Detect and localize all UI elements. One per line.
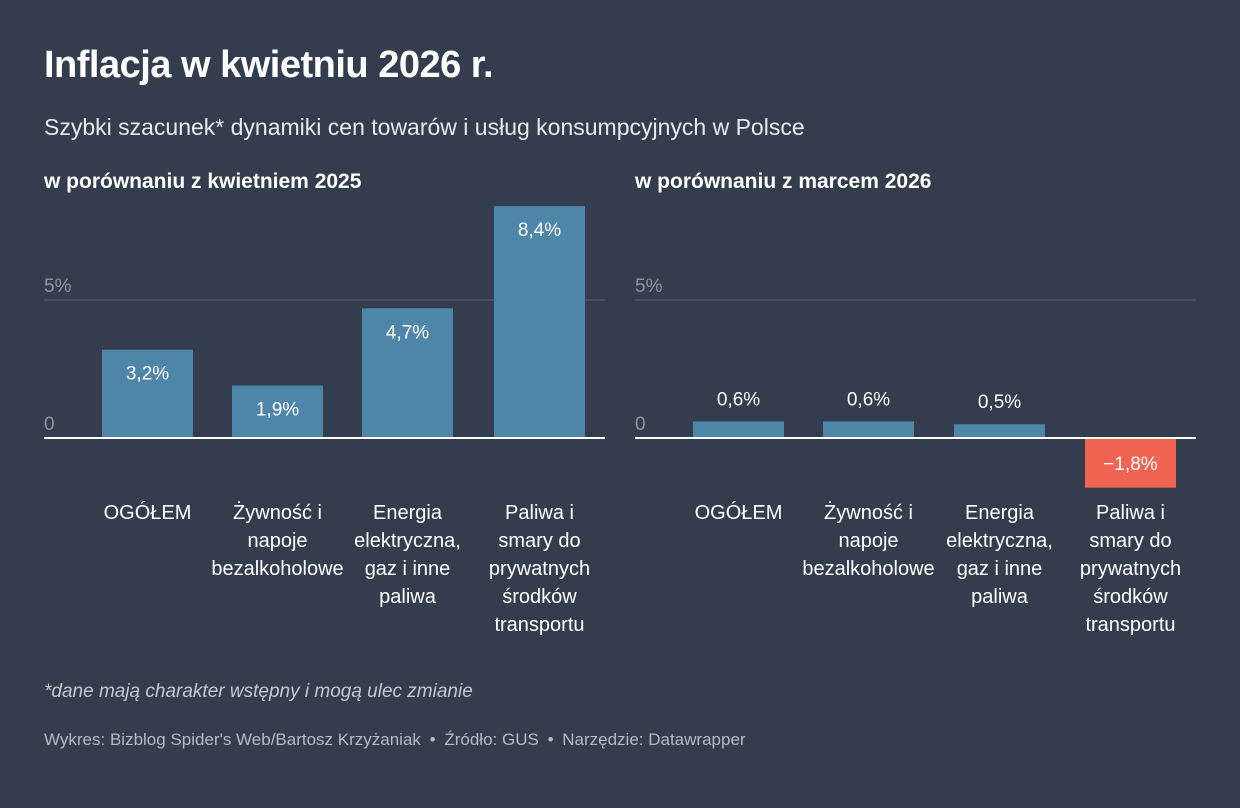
footnote: *dane mają charakter wstępny i mogą ulec… [44, 681, 473, 702]
category-label: smary do [1089, 530, 1171, 552]
category-label: paliwa [971, 586, 1029, 608]
data-label: 1,9% [256, 400, 299, 421]
category-label: elektryczna, [354, 530, 461, 552]
bar [954, 424, 1045, 438]
credit-source: Źródło: GUS [444, 730, 539, 749]
bar [1085, 438, 1176, 488]
category-label: napoje [838, 530, 898, 552]
category-label: paliwa [379, 586, 437, 608]
category-label: środków [1093, 586, 1168, 608]
credit-separator: • [429, 730, 436, 749]
category-label: bezalkoholowe [802, 558, 934, 580]
category-label: prywatnych [1080, 558, 1181, 580]
category-label: smary do [498, 530, 580, 552]
category-label: Energia [965, 502, 1035, 524]
category-label: OGÓŁEM [104, 501, 192, 524]
data-label: 3,2% [126, 364, 169, 385]
data-label: 0,5% [978, 392, 1021, 413]
category-label: napoje [247, 530, 307, 552]
bar [693, 421, 784, 438]
category-label: Paliwa i [1096, 502, 1165, 524]
y-tick-label: 0 [635, 414, 646, 435]
bar [102, 349, 193, 438]
panel-title-yoy: w porównaniu z kwietniem 2025 [44, 170, 362, 193]
data-label: 8,4% [518, 220, 561, 241]
category-label: gaz i inne [365, 558, 451, 580]
panel-title-mom: w porównaniu z marcem 2026 [635, 170, 932, 193]
category-label: Żywność i [233, 501, 322, 524]
data-label: 0,6% [717, 389, 760, 410]
category-label: Żywność i [824, 501, 913, 524]
category-label: transportu [1085, 614, 1175, 636]
bar [362, 308, 453, 438]
data-label: 4,7% [386, 322, 429, 343]
y-tick-label: 5% [44, 276, 72, 297]
bar [232, 385, 323, 438]
category-label: transportu [494, 614, 584, 636]
chart-subtitle: Szybki szacunek* dynamiki cen towarów i … [44, 114, 805, 140]
category-label: elektryczna, [946, 530, 1053, 552]
bar [494, 206, 585, 438]
category-label: OGÓŁEM [695, 501, 783, 524]
credit-author: Wykres: Bizblog Spider's Web/Bartosz Krz… [44, 730, 421, 749]
chart-title: Inflacja w kwietniu 2026 r. [44, 44, 494, 86]
bar [823, 421, 914, 438]
data-label: −1,8% [1103, 454, 1158, 475]
credit-separator: • [547, 730, 554, 749]
credits: Wykres: Bizblog Spider's Web/Bartosz Krz… [44, 730, 750, 750]
credit-tool: Narzędzie: Datawrapper [562, 730, 746, 749]
category-label: prywatnych [489, 558, 590, 580]
category-label: Paliwa i [505, 502, 574, 524]
category-label: środków [502, 586, 577, 608]
category-label: Energia [373, 502, 443, 524]
y-tick-label: 5% [635, 276, 663, 297]
category-label: bezalkoholowe [211, 558, 343, 580]
y-tick-label: 0 [44, 414, 55, 435]
data-label: 0,6% [847, 389, 890, 410]
category-label: gaz i inne [957, 558, 1043, 580]
